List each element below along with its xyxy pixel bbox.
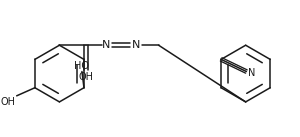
Text: N: N xyxy=(248,68,256,78)
Text: OH: OH xyxy=(78,72,93,82)
Text: HO: HO xyxy=(74,61,89,71)
Text: N: N xyxy=(132,40,140,50)
Text: N: N xyxy=(102,40,110,50)
Text: OH: OH xyxy=(1,97,16,107)
